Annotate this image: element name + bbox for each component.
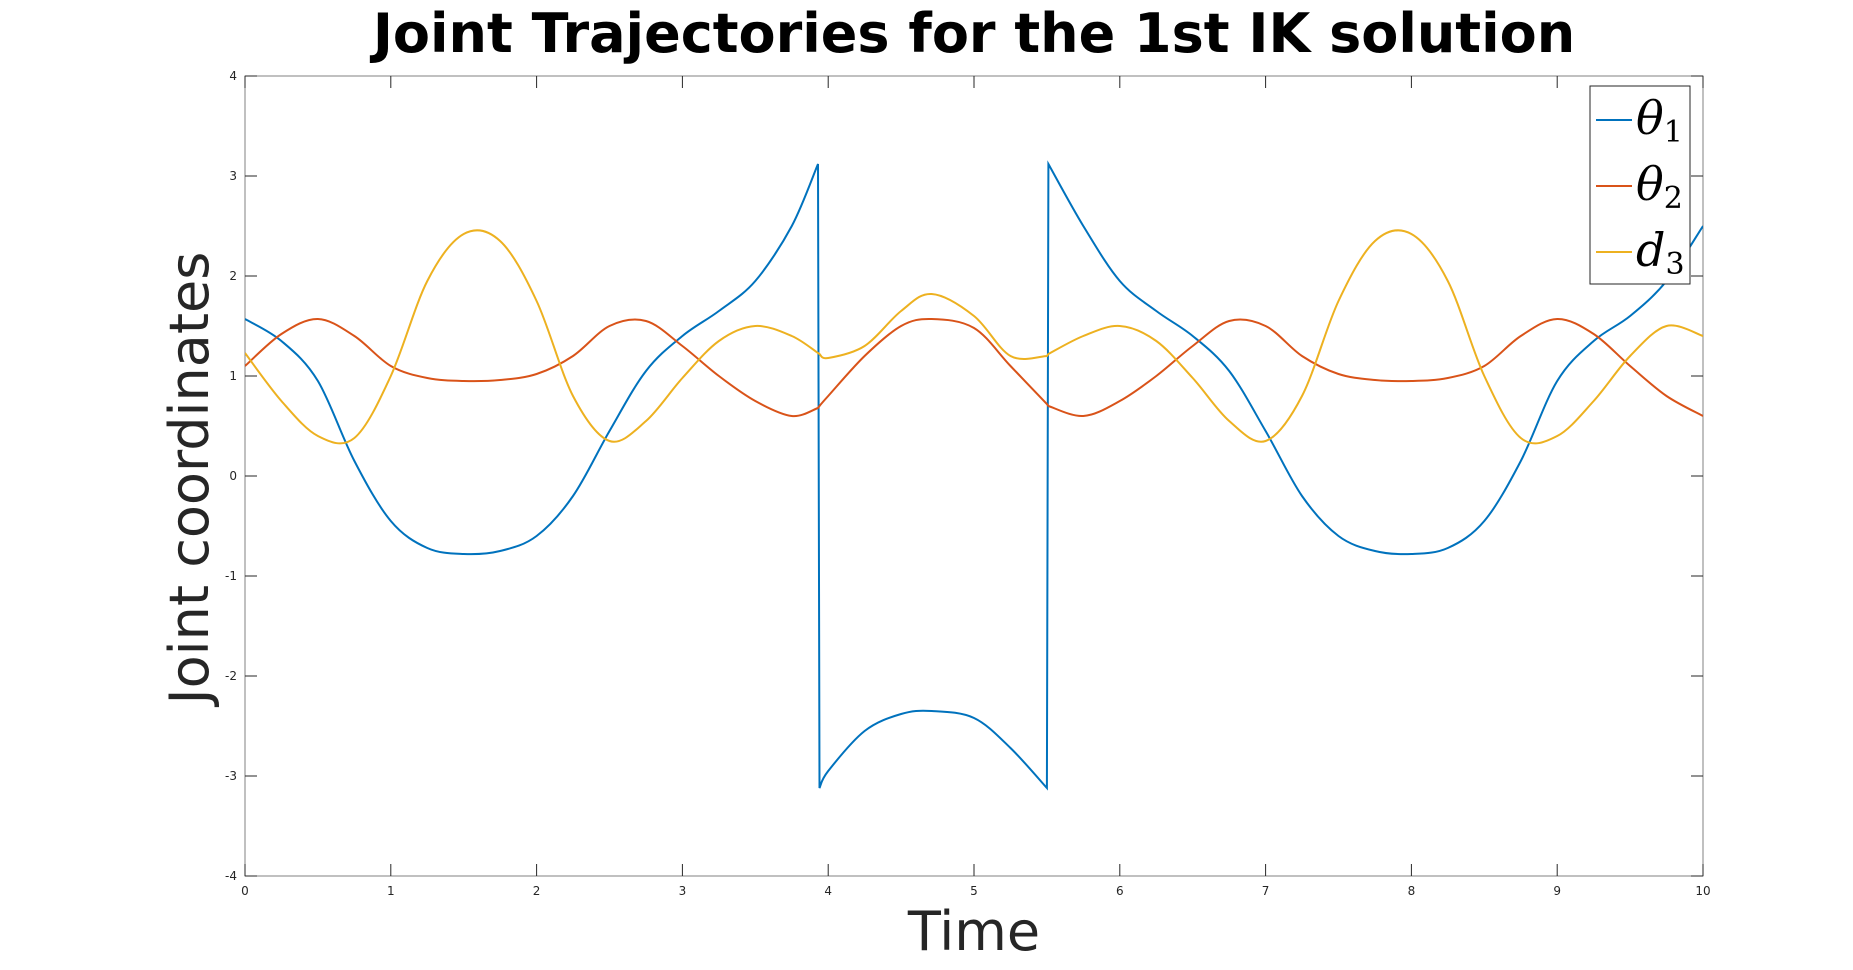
legend-label-θ2: θ2 <box>1636 157 1683 216</box>
legend-label-main: θ <box>1636 157 1664 211</box>
x-tick-label: 3 <box>679 884 687 898</box>
legend-label-sub: 2 <box>1664 181 1683 216</box>
x-axis: 0 1 2 3 4 5 6 7 8 9 10 <box>241 76 1711 898</box>
series-line-θ2 <box>245 317 1703 418</box>
series-line-θ1 <box>245 160 1703 791</box>
x-tick-label: 6 <box>1116 884 1124 898</box>
x-axis-label: Time <box>907 900 1040 963</box>
legend-label-main: d <box>1636 223 1665 277</box>
y-tick-label: -2 <box>225 669 237 683</box>
series-line-d3 <box>245 229 1703 445</box>
plot-frame <box>244 75 1704 877</box>
legend-label-sub: 1 <box>1664 115 1683 150</box>
chart-title: Joint Trajectories for the 1st IK soluti… <box>369 2 1575 65</box>
x-tick-label: 10 <box>1695 884 1710 898</box>
x-tick-label: 0 <box>241 884 249 898</box>
x-tick-label: 8 <box>1408 884 1416 898</box>
y-tick-label: -3 <box>225 769 237 783</box>
x-tick-label: 2 <box>533 884 541 898</box>
legend-label-d3: d3 <box>1636 223 1685 282</box>
y-axis: -4 -3 -2 -1 0 1 2 3 4 <box>225 69 1703 883</box>
legend-label-sub: 3 <box>1665 247 1684 282</box>
y-tick-label: -4 <box>225 869 237 883</box>
y-tick-label: 0 <box>229 469 237 483</box>
plot-area <box>244 75 1704 877</box>
y-tick-label: 3 <box>229 169 237 183</box>
legend-label-main: θ <box>1636 91 1664 145</box>
y-tick-label: 4 <box>229 69 237 83</box>
x-tick-label: 7 <box>1262 884 1270 898</box>
x-tick-label: 1 <box>387 884 395 898</box>
legend-label-θ1: θ1 <box>1636 91 1683 150</box>
y-axis-label: Joint coordinates <box>158 252 221 708</box>
x-tick-label: 9 <box>1553 884 1561 898</box>
y-tick-label: 2 <box>229 269 237 283</box>
x-tick-label: 5 <box>970 884 978 898</box>
x-tick-label: 4 <box>824 884 832 898</box>
series-lines <box>245 160 1703 791</box>
y-tick-label: 1 <box>229 369 237 383</box>
y-tick-label: -1 <box>225 569 237 583</box>
